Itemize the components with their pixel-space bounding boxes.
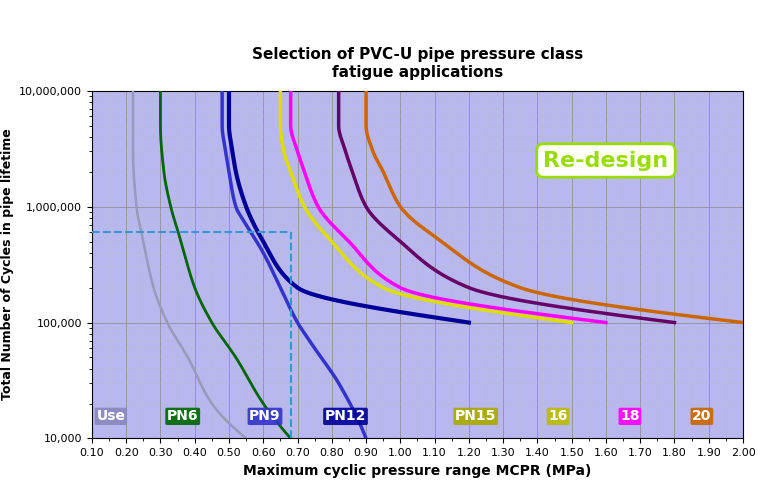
- Text: PN15: PN15: [455, 409, 496, 423]
- Text: PN6: PN6: [167, 409, 198, 423]
- Text: 20: 20: [692, 409, 712, 423]
- Text: 18: 18: [620, 409, 640, 423]
- Text: 16: 16: [548, 409, 568, 423]
- Y-axis label: Total Number of Cycles in pipe lifetime: Total Number of Cycles in pipe lifetime: [1, 129, 14, 401]
- Text: PN9: PN9: [249, 409, 280, 423]
- X-axis label: Maximum cyclic pressure range MCPR (MPa): Maximum cyclic pressure range MCPR (MPa): [244, 464, 591, 478]
- Text: Re-design: Re-design: [543, 151, 669, 170]
- Title: Selection of PVC-U pipe pressure class
fatigue applications: Selection of PVC-U pipe pressure class f…: [252, 47, 583, 80]
- Text: Use: Use: [97, 409, 126, 423]
- Text: PN12: PN12: [325, 409, 366, 423]
